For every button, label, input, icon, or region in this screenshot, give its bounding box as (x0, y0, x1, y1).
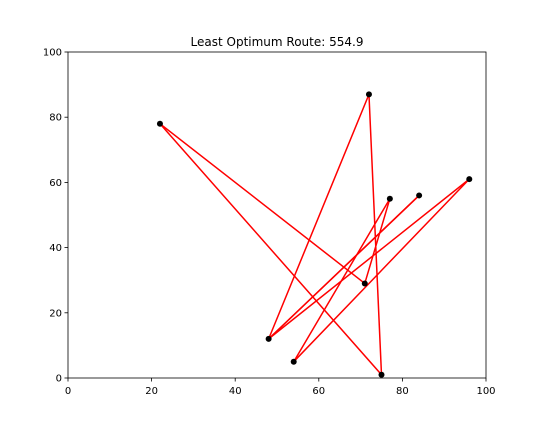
data-point (386, 195, 393, 202)
x-tick-label: 40 (229, 386, 242, 397)
route-layer (159, 93, 471, 376)
x-axis: 0 20 40 60 80 100 (65, 378, 496, 397)
route-segment (159, 122, 383, 376)
chart-title: Least Optimum Route: 554.9 (191, 35, 364, 49)
data-point (466, 176, 473, 183)
x-tick-label: 0 (65, 386, 71, 397)
y-tick-label: 0 (56, 374, 62, 385)
y-tick-label: 60 (49, 178, 62, 189)
x-tick-label: 100 (476, 386, 495, 397)
x-tick-label: 80 (396, 386, 409, 397)
data-point (378, 371, 385, 378)
y-tick-label: 80 (49, 113, 62, 124)
data-point (361, 280, 368, 287)
data-point (265, 335, 272, 342)
plot-frame (67, 51, 487, 379)
y-tick-label: 20 (49, 308, 62, 319)
route-segment (267, 194, 420, 340)
x-tick-label: 60 (312, 386, 325, 397)
data-point (290, 358, 297, 365)
data-point (365, 91, 372, 98)
x-tick-label: 20 (145, 386, 158, 397)
route-segment (292, 178, 471, 363)
data-point (416, 192, 423, 199)
data-point (156, 120, 163, 127)
route-segment (267, 93, 370, 340)
route-segment (267, 178, 471, 340)
y-tick-label: 40 (49, 243, 62, 254)
y-axis: 0 20 40 60 80 100 (43, 48, 68, 385)
point-layer (156, 91, 473, 378)
route-segment (159, 122, 366, 285)
route-segment (364, 197, 391, 285)
y-tick-label: 100 (43, 48, 62, 59)
route-segment (368, 93, 383, 376)
